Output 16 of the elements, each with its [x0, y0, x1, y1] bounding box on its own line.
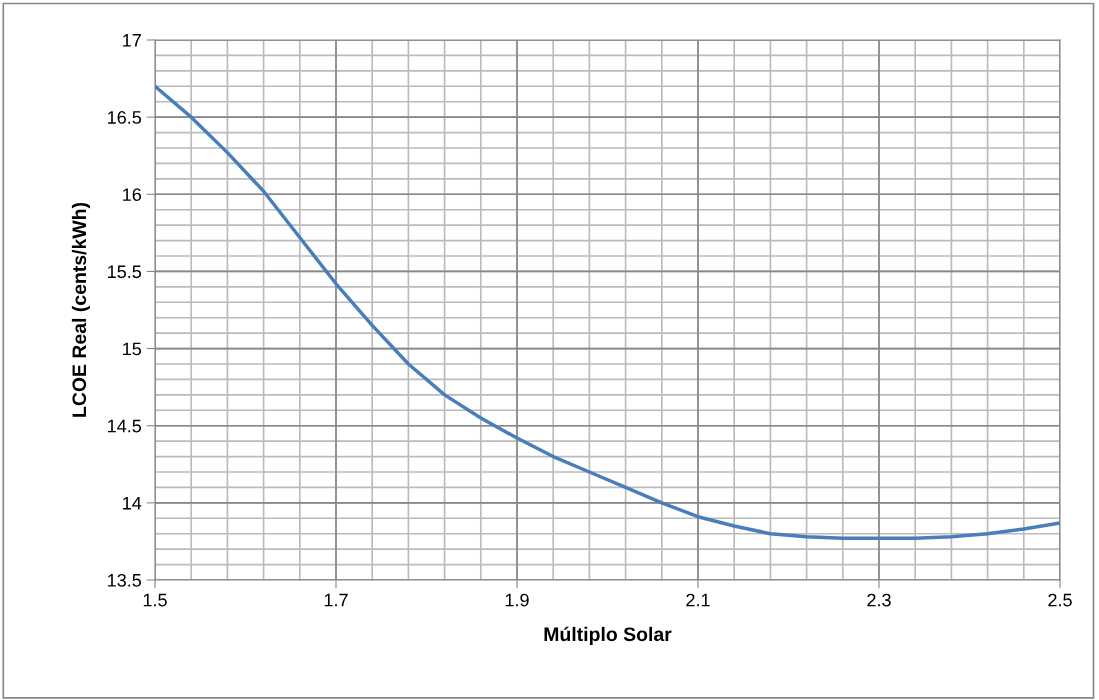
y-tick-label: 13.5 [108, 573, 142, 587]
y-tick-label: 16.5 [108, 111, 142, 124]
y-tick-label: 14 [123, 496, 142, 510]
y-tick-label: 14.5 [108, 419, 142, 433]
y-tick-label: 15 [123, 342, 142, 356]
y-axis-title: LCOE Real (cents/kWh) [71, 202, 90, 417]
x-tick-label: 2.3 [867, 593, 891, 607]
x-tick-label: 1.5 [143, 593, 167, 607]
y-tick-label: 16 [123, 188, 142, 202]
x-tick-label: 2.5 [1048, 593, 1072, 607]
x-tick-label: 1.7 [324, 593, 348, 607]
y-tick-label: 15.5 [108, 265, 142, 279]
x-tick-label: 1.9 [505, 593, 529, 607]
x-tick-label: 2.1 [686, 593, 710, 607]
y-tick-label: 17 [123, 34, 141, 47]
x-axis-title: Múltiplo Solar [544, 626, 672, 645]
